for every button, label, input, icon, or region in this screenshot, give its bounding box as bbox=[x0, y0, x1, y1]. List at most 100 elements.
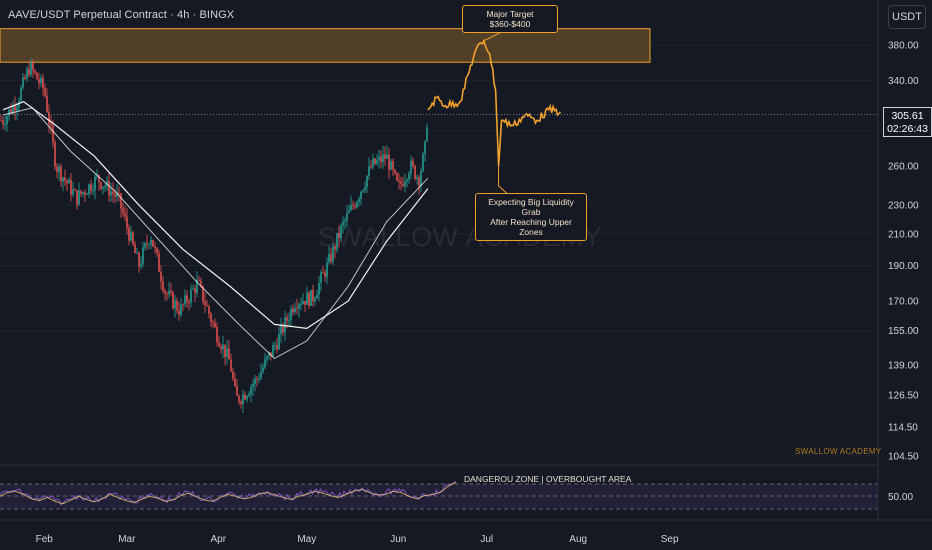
candle-body bbox=[50, 124, 52, 126]
candle-body bbox=[24, 77, 26, 79]
candle-body bbox=[244, 394, 246, 400]
candle-body bbox=[98, 175, 100, 183]
candle-body bbox=[344, 219, 346, 222]
candle-body bbox=[208, 306, 210, 315]
candle-body bbox=[292, 308, 294, 313]
candle-body bbox=[232, 371, 234, 379]
candle-body bbox=[426, 127, 428, 142]
candle-body bbox=[258, 378, 260, 380]
candle-body bbox=[224, 344, 226, 358]
candle-body bbox=[400, 181, 402, 184]
price-tick-label: 260.00 bbox=[888, 161, 919, 172]
candle-body bbox=[84, 192, 86, 195]
candle-body bbox=[10, 109, 12, 114]
candle-body bbox=[306, 292, 308, 305]
candle-body bbox=[402, 183, 404, 186]
currency-button[interactable]: USDT bbox=[888, 5, 926, 29]
candle-body bbox=[192, 288, 194, 290]
candle-body bbox=[214, 323, 216, 327]
candle-body bbox=[94, 176, 96, 191]
candle-body bbox=[386, 154, 388, 159]
liquidity-annotation-line2: After Reaching Upper Zones bbox=[490, 217, 572, 237]
candle-body bbox=[14, 105, 16, 111]
time-tick-label: Jun bbox=[390, 534, 406, 545]
candle-body bbox=[308, 292, 310, 306]
candle-body bbox=[356, 202, 358, 208]
candle-body bbox=[252, 384, 254, 388]
target-zone-layer bbox=[0, 28, 651, 63]
candle-body bbox=[162, 281, 164, 291]
candle-body bbox=[142, 247, 144, 264]
candle-body bbox=[164, 290, 166, 294]
candle-body bbox=[176, 300, 178, 311]
candle-countdown: 02:26:43 bbox=[887, 123, 928, 135]
candle-body bbox=[226, 348, 228, 358]
candle-body bbox=[302, 301, 304, 304]
target-annotation: Major Target $360-$400 bbox=[462, 5, 558, 33]
brand-label: SWALLOW ACADEMY bbox=[795, 447, 882, 456]
candle-body bbox=[190, 289, 192, 303]
price-tick-label: 126.50 bbox=[888, 391, 919, 402]
candle-body bbox=[40, 77, 42, 84]
candle-body bbox=[274, 345, 276, 347]
candle-body bbox=[418, 177, 420, 186]
moving-averages-layer bbox=[2, 101, 429, 360]
candle-body bbox=[260, 371, 262, 379]
candle-body bbox=[334, 246, 336, 250]
candle-body bbox=[266, 356, 268, 360]
candle-body bbox=[294, 307, 296, 313]
candle-body bbox=[268, 352, 270, 357]
candle-body bbox=[316, 294, 318, 299]
liquidity-annotation-line1: Expecting Big Liquidity Grab bbox=[488, 197, 574, 217]
candle-body bbox=[22, 77, 24, 88]
candle-body bbox=[370, 166, 372, 168]
candle-body bbox=[26, 69, 28, 79]
candle-body bbox=[38, 79, 40, 84]
candle-body bbox=[6, 116, 8, 125]
candle-body bbox=[34, 70, 36, 73]
candle-body bbox=[392, 161, 394, 170]
candle-body bbox=[144, 243, 146, 248]
time-tick-label: Jul bbox=[480, 534, 493, 545]
liquidity-annotation: Expecting Big Liquidity Grab After Reach… bbox=[475, 193, 587, 241]
candle-body bbox=[126, 216, 128, 228]
candle-body bbox=[148, 244, 150, 246]
candle-body bbox=[414, 165, 416, 179]
price-tick-label: 380.00 bbox=[888, 41, 919, 52]
candle-body bbox=[110, 191, 112, 196]
candle-body bbox=[32, 62, 34, 71]
candle-body bbox=[116, 192, 118, 197]
candle-body bbox=[188, 302, 190, 304]
candle-body bbox=[118, 192, 120, 194]
candle-body bbox=[338, 233, 340, 238]
candle-body bbox=[262, 367, 264, 372]
candle-body bbox=[56, 166, 58, 172]
candle-body bbox=[422, 153, 424, 172]
candle-body bbox=[96, 175, 98, 177]
candle-body bbox=[326, 262, 328, 277]
liquidity-connector-tail bbox=[498, 185, 507, 194]
candle-body bbox=[246, 396, 248, 400]
candle-body bbox=[154, 246, 156, 248]
candle-body bbox=[62, 177, 64, 182]
candle-body bbox=[424, 141, 426, 154]
candle-body bbox=[70, 179, 72, 195]
candle-body bbox=[328, 254, 330, 263]
candle-body bbox=[408, 173, 410, 180]
candle-body bbox=[200, 280, 202, 286]
candle-body bbox=[256, 378, 258, 380]
price-tick-label: 104.50 bbox=[888, 452, 919, 463]
candle-body bbox=[198, 279, 200, 281]
candle-body bbox=[76, 190, 78, 205]
candle-body bbox=[0, 120, 2, 122]
candle-body bbox=[398, 180, 400, 182]
rsi-zone-label: DANGEROU ZONE | OVERBOUGHT AREA bbox=[464, 474, 632, 484]
candle-body bbox=[236, 385, 238, 396]
candle-body bbox=[300, 303, 302, 305]
candle-body bbox=[166, 293, 168, 295]
candle-body bbox=[264, 359, 266, 368]
rsi-band bbox=[0, 484, 878, 509]
candle-body bbox=[238, 395, 240, 402]
candle-body bbox=[290, 308, 292, 320]
